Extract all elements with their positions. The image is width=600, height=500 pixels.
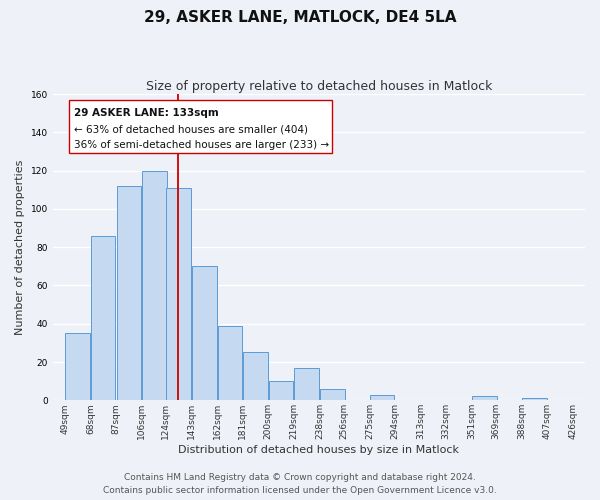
Bar [472,396,497,400]
Text: 36% of semi-detached houses are larger (233) →: 36% of semi-detached houses are larger (… [74,140,329,150]
Bar [142,170,167,400]
X-axis label: Distribution of detached houses by size in Matlock: Distribution of detached houses by size … [178,445,460,455]
Bar [91,236,115,400]
FancyBboxPatch shape [69,100,332,154]
Bar [295,368,319,400]
Y-axis label: Number of detached properties: Number of detached properties [15,160,25,335]
Text: 29, ASKER LANE, MATLOCK, DE4 5LA: 29, ASKER LANE, MATLOCK, DE4 5LA [144,10,456,25]
Text: 29 ASKER LANE: 133sqm: 29 ASKER LANE: 133sqm [74,108,219,118]
Text: ← 63% of detached houses are smaller (404): ← 63% of detached houses are smaller (40… [74,125,308,135]
Bar [116,186,141,400]
Bar [65,334,90,400]
Bar [320,389,344,400]
Bar [522,398,547,400]
Bar [166,188,191,400]
Bar [269,381,293,400]
Title: Size of property relative to detached houses in Matlock: Size of property relative to detached ho… [146,80,492,93]
Bar [192,266,217,400]
Bar [243,352,268,401]
Bar [218,326,242,400]
Bar [370,394,394,400]
Text: Contains HM Land Registry data © Crown copyright and database right 2024.
Contai: Contains HM Land Registry data © Crown c… [103,474,497,495]
